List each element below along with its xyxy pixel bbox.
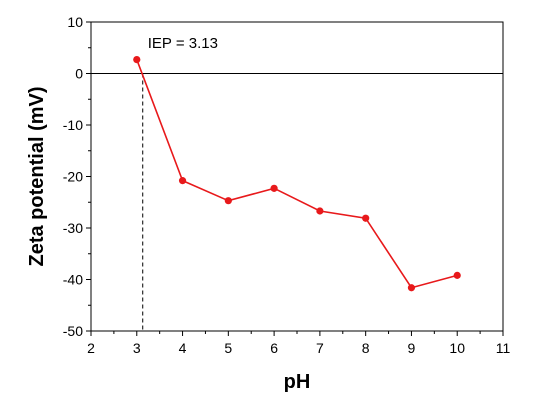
x-axis-ticks: 2 3 4 5 6 7 8 9 10 11: [87, 331, 510, 356]
x-tick-label: 9: [408, 340, 416, 356]
data-point: [133, 55, 141, 64]
y-tick-label: -20: [63, 169, 83, 185]
x-tick-label: 10: [449, 340, 465, 356]
x-tick-label: 7: [316, 340, 324, 356]
y-axis-ticks: 10 0 -10 -20 -30 -40 -50: [63, 14, 91, 339]
data-point: [453, 271, 461, 279]
plot-area-frame: [90, 21, 504, 332]
data-point: [178, 177, 187, 185]
x-axis-title: pH: [284, 371, 311, 393]
data-point: [316, 207, 324, 215]
y-tick-label: 10: [67, 14, 83, 30]
x-tick-label: 6: [270, 340, 278, 356]
data-point: [224, 197, 232, 205]
series-group: [133, 55, 461, 292]
y-tick-label: -10: [63, 117, 83, 133]
x-tick-label: 3: [133, 340, 141, 356]
x-tick-label: 11: [496, 340, 511, 356]
x-tick-label: 4: [179, 340, 187, 356]
y-tick-label: 0: [75, 66, 83, 82]
y-tick-label: -40: [63, 272, 83, 288]
data-point: [362, 214, 370, 222]
x-tick-label: 5: [224, 340, 232, 356]
series-line: [136, 59, 458, 289]
y-tick-label: -50: [63, 323, 83, 339]
data-point: [407, 284, 416, 292]
data-point: [270, 184, 278, 192]
y-tick-label: -30: [63, 220, 83, 236]
x-tick-label: 8: [362, 340, 370, 356]
iep-annotation: IEP = 3.13: [148, 35, 218, 52]
y-axis-title: Zeta potential (mV): [26, 86, 48, 266]
x-tick-label: 2: [87, 340, 95, 356]
